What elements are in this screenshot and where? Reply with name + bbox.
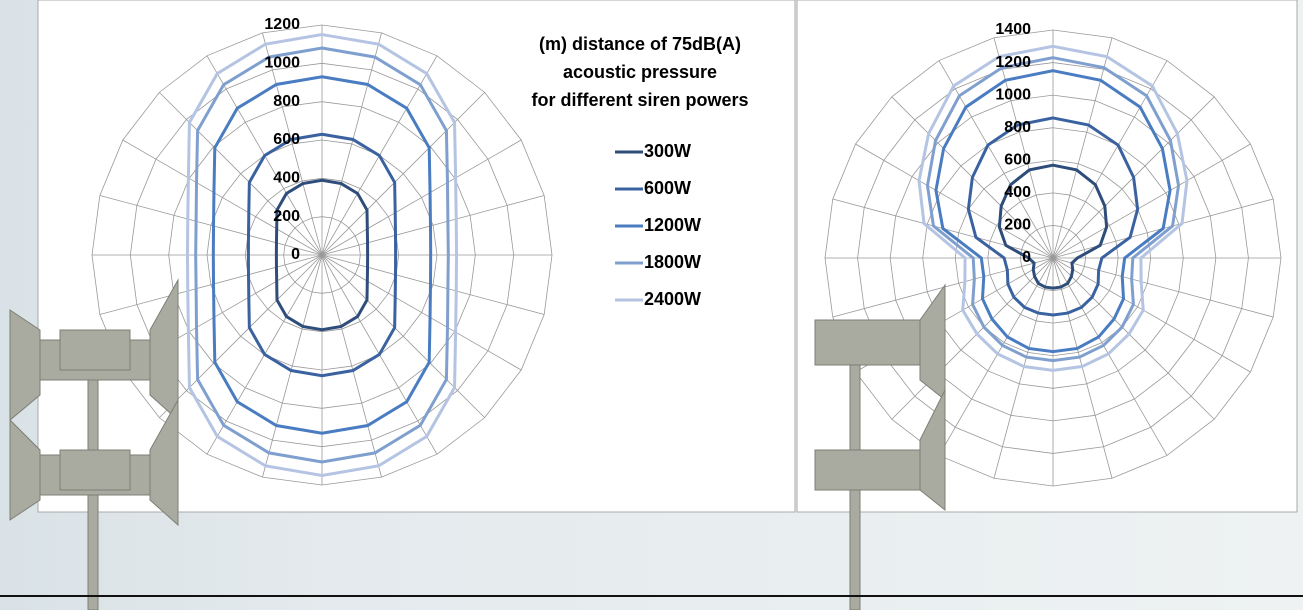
page: 0 200 400 600 800 1000 1200 (m) distance of 75d… — [0, 0, 1303, 610]
r-tick-label: 1000 — [264, 55, 300, 72]
legend-label: 1800W — [644, 252, 701, 272]
r-tick-label: 1200 — [995, 54, 1031, 71]
r-tick-label: 200 — [1004, 217, 1031, 234]
r-tick-label: 1200 — [264, 16, 300, 33]
r-tick-label: 200 — [273, 208, 300, 225]
r-tick-label: 0 — [291, 246, 300, 263]
r-tick-label: 400 — [1004, 184, 1031, 201]
r-tick-label: 1400 — [995, 21, 1031, 38]
chart-title: for different siren powers — [531, 90, 748, 110]
legend-label: 300W — [644, 141, 691, 161]
legend-label: 1200W — [644, 215, 701, 235]
chart-title: acoustic pressure — [563, 62, 717, 82]
r-tick-label: 600 — [273, 131, 300, 148]
r-tick-label: 600 — [1004, 152, 1031, 169]
legend-label: 2400W — [644, 289, 701, 309]
r-tick-label: 400 — [273, 170, 300, 187]
r-tick-label: 0 — [1022, 249, 1031, 266]
r-tick-label: 800 — [273, 93, 300, 110]
chart-title: (m) distance of 75dB(A) — [539, 34, 741, 54]
legend-label: 600W — [644, 178, 691, 198]
r-tick-label: 1000 — [995, 86, 1031, 103]
r-tick-label: 800 — [1004, 119, 1031, 136]
